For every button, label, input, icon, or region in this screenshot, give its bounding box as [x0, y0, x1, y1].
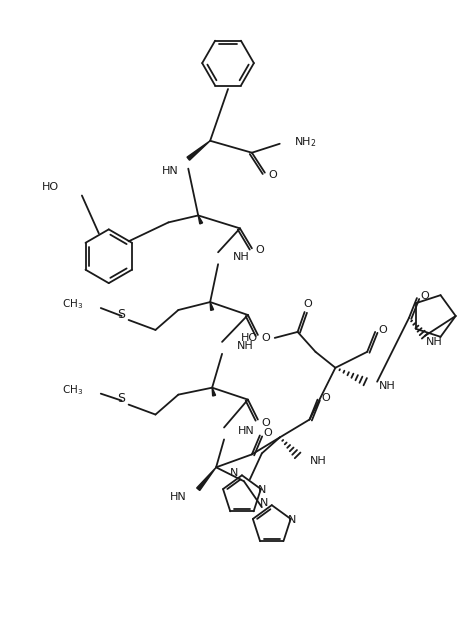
Text: O: O	[420, 291, 429, 301]
Text: S: S	[117, 308, 125, 320]
Text: O: O	[321, 392, 330, 403]
Text: NH: NH	[310, 457, 326, 467]
Text: N: N	[258, 485, 266, 495]
Text: CH$_3$: CH$_3$	[62, 297, 83, 311]
Text: O: O	[303, 299, 312, 309]
Text: O: O	[262, 333, 270, 343]
Polygon shape	[198, 215, 203, 224]
Text: HO: HO	[241, 333, 258, 343]
Text: CH$_3$: CH$_3$	[62, 382, 83, 396]
Text: N: N	[288, 515, 296, 525]
Text: NH: NH	[379, 381, 396, 391]
Text: NH: NH	[425, 337, 442, 347]
Text: O: O	[263, 428, 272, 438]
Text: S: S	[117, 392, 125, 405]
Text: HN: HN	[162, 166, 178, 176]
Text: HN: HN	[170, 492, 186, 502]
Polygon shape	[210, 302, 213, 310]
Text: O: O	[255, 246, 264, 256]
Polygon shape	[212, 387, 216, 396]
Text: O: O	[379, 325, 388, 335]
Text: O: O	[269, 170, 277, 180]
Text: N: N	[260, 498, 268, 508]
Polygon shape	[197, 467, 216, 490]
Text: N: N	[230, 468, 238, 479]
Text: NH$_2$: NH$_2$	[294, 135, 316, 149]
Text: NH: NH	[233, 252, 250, 263]
Text: HN: HN	[238, 426, 255, 436]
Text: HO: HO	[42, 181, 59, 192]
Text: O: O	[262, 418, 270, 428]
Text: NH: NH	[237, 341, 254, 351]
Polygon shape	[187, 141, 210, 160]
